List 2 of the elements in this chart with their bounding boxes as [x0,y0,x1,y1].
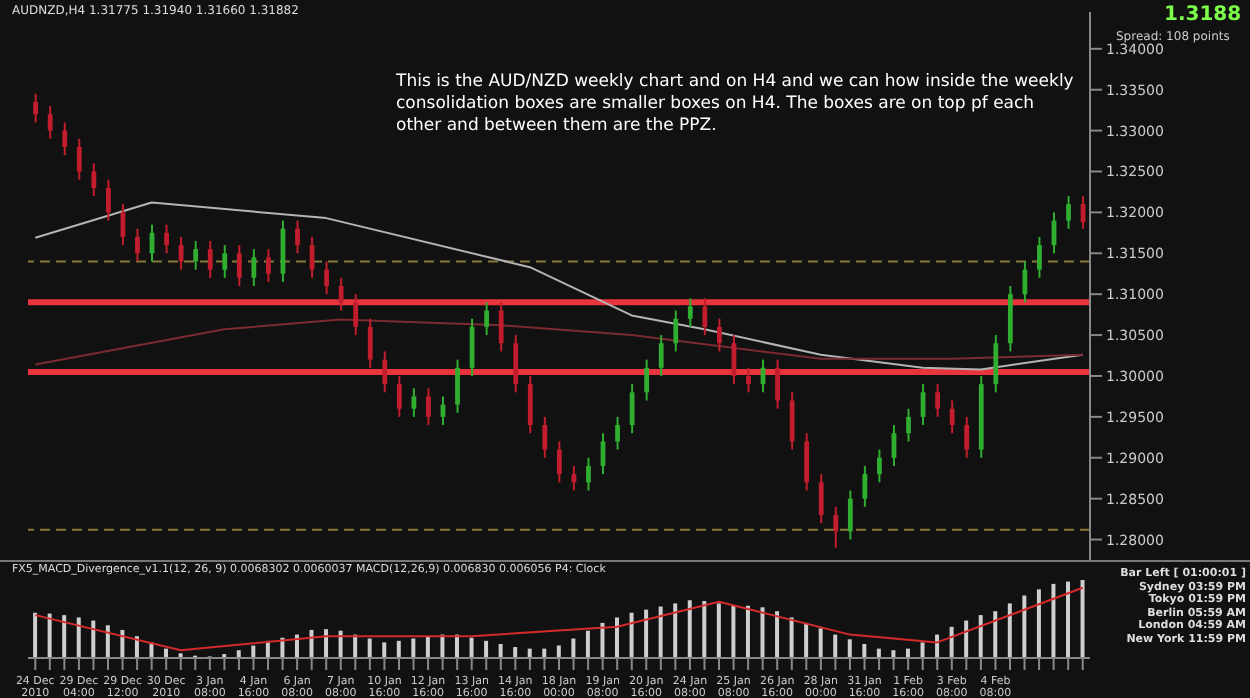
annotation: This is the AUD/NZD weekly chart and on H4 and we can how inside the weekly consolidation boxes are smaller boxes on H4. The boxes are on top pf each other and between them are the PPZ. [396,72,1076,138]
text: 1.3188 [1164,4,1242,26]
